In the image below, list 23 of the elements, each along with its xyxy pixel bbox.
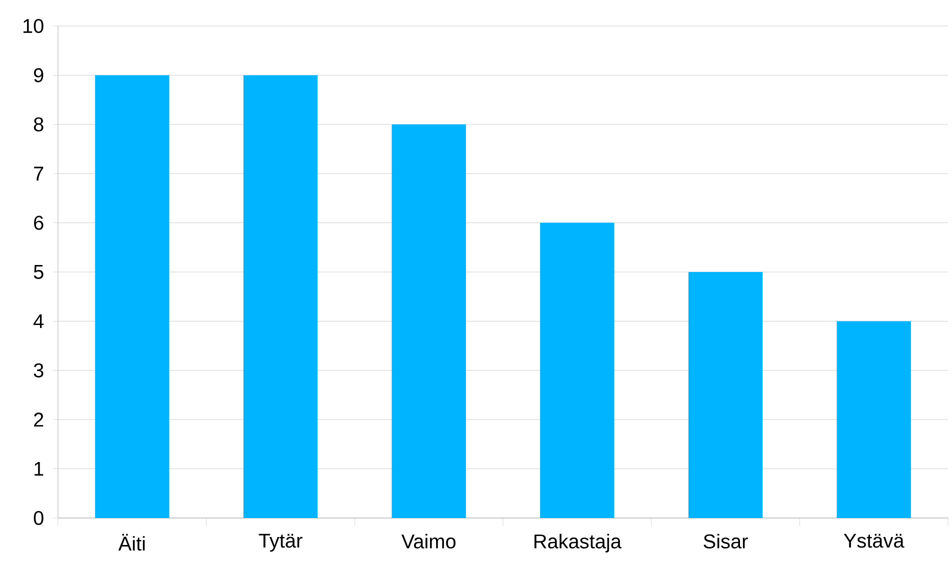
x-tick-label: Sisar: [704, 534, 748, 548]
y-tick-label: 4: [34, 314, 44, 328]
bar: [688, 272, 763, 518]
x-tick-label: Ystävä: [844, 534, 904, 548]
y-tick-label: 7: [34, 166, 44, 180]
bar: [540, 222, 614, 518]
y-tick-label: 10: [24, 18, 44, 34]
y-tick-label: 6: [34, 216, 44, 230]
y-tick-label: 0: [34, 510, 44, 526]
y-tick-label: 2: [34, 412, 44, 427]
x-tick-label: Äiti: [118, 534, 145, 551]
x-tick-label: Vaimo: [401, 534, 456, 548]
bar: [836, 321, 911, 518]
y-tick-label: 8: [34, 117, 44, 132]
x-tick-label: Tytär: [258, 534, 302, 552]
x-tick-label: Rakastaja: [534, 534, 622, 552]
y-tick-label: 3: [34, 363, 44, 378]
bar: [95, 75, 170, 518]
y-tick-label: 1: [34, 462, 44, 476]
y-tick-label: 5: [34, 265, 44, 279]
bar: [243, 75, 318, 518]
bar: [392, 124, 466, 518]
y-tick-label: 9: [34, 68, 44, 82]
